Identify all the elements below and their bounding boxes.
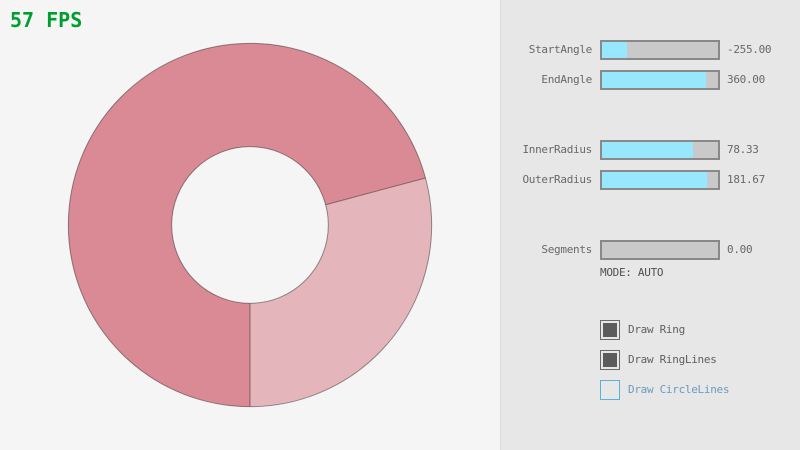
slider-row-outer-radius: OuterRadius 181.67 — [0, 170, 800, 190]
end-angle-slider[interactable] — [600, 70, 720, 90]
inner-radius-slider-fill — [602, 142, 693, 158]
draw-ring-checkbox[interactable] — [600, 320, 620, 340]
draw-circlelines-checkbox[interactable] — [600, 380, 620, 400]
draw-ringlines-checkbox[interactable] — [600, 350, 620, 370]
start-angle-label: StartAngle — [528, 43, 593, 56]
fps-counter: 57 FPS — [10, 8, 83, 32]
segments-slider[interactable] — [600, 240, 720, 260]
end-angle-label: EndAngle — [541, 73, 592, 86]
checkbox-row-draw-ringlines: Draw RingLines — [600, 350, 800, 370]
checkbox-row-draw-ring: Draw Ring — [600, 320, 800, 340]
slider-row-end-angle: EndAngle 360.00 — [0, 70, 800, 90]
ring-outline — [67, 42, 433, 408]
slider-row-start-angle: StartAngle -255.00 — [0, 40, 800, 60]
slider-row-inner-radius: InnerRadius 78.33 — [0, 140, 800, 160]
ring-radial-line — [325, 177, 426, 206]
start-angle-slider-fill — [602, 42, 628, 58]
ring-outline — [171, 146, 329, 304]
segments-label: Segments — [541, 243, 592, 256]
end-angle-slider-fill — [602, 72, 707, 88]
checkbox-row-draw-circlelines: Draw CircleLines — [600, 380, 800, 400]
end-angle-value: 360.00 — [727, 73, 765, 86]
inner-radius-value: 78.33 — [727, 143, 759, 156]
mode-text: MODE: AUTO — [600, 266, 664, 279]
inner-radius-slider[interactable] — [600, 140, 720, 160]
draw-ringlines-label: Draw RingLines — [628, 353, 717, 366]
outer-radius-value: 181.67 — [727, 173, 765, 186]
draw-ringlines-checkbox-checkmark — [603, 353, 617, 367]
outer-radius-slider-fill — [602, 172, 708, 188]
start-angle-value: -255.00 — [727, 43, 772, 56]
draw-ring-label: Draw Ring — [628, 323, 685, 336]
draw-circlelines-label: Draw CircleLines — [628, 383, 730, 396]
draw-ring-checkbox-checkmark — [603, 323, 617, 337]
ring-segment — [250, 177, 432, 407]
outer-radius-label: OuterRadius — [522, 173, 592, 186]
slider-row-segments: Segments 0.00 — [0, 240, 800, 260]
ring-segment — [68, 43, 426, 407]
outer-radius-slider[interactable] — [600, 170, 720, 190]
segments-value: 0.00 — [727, 243, 753, 256]
start-angle-slider[interactable] — [600, 40, 720, 60]
inner-radius-label: InnerRadius — [522, 143, 592, 156]
